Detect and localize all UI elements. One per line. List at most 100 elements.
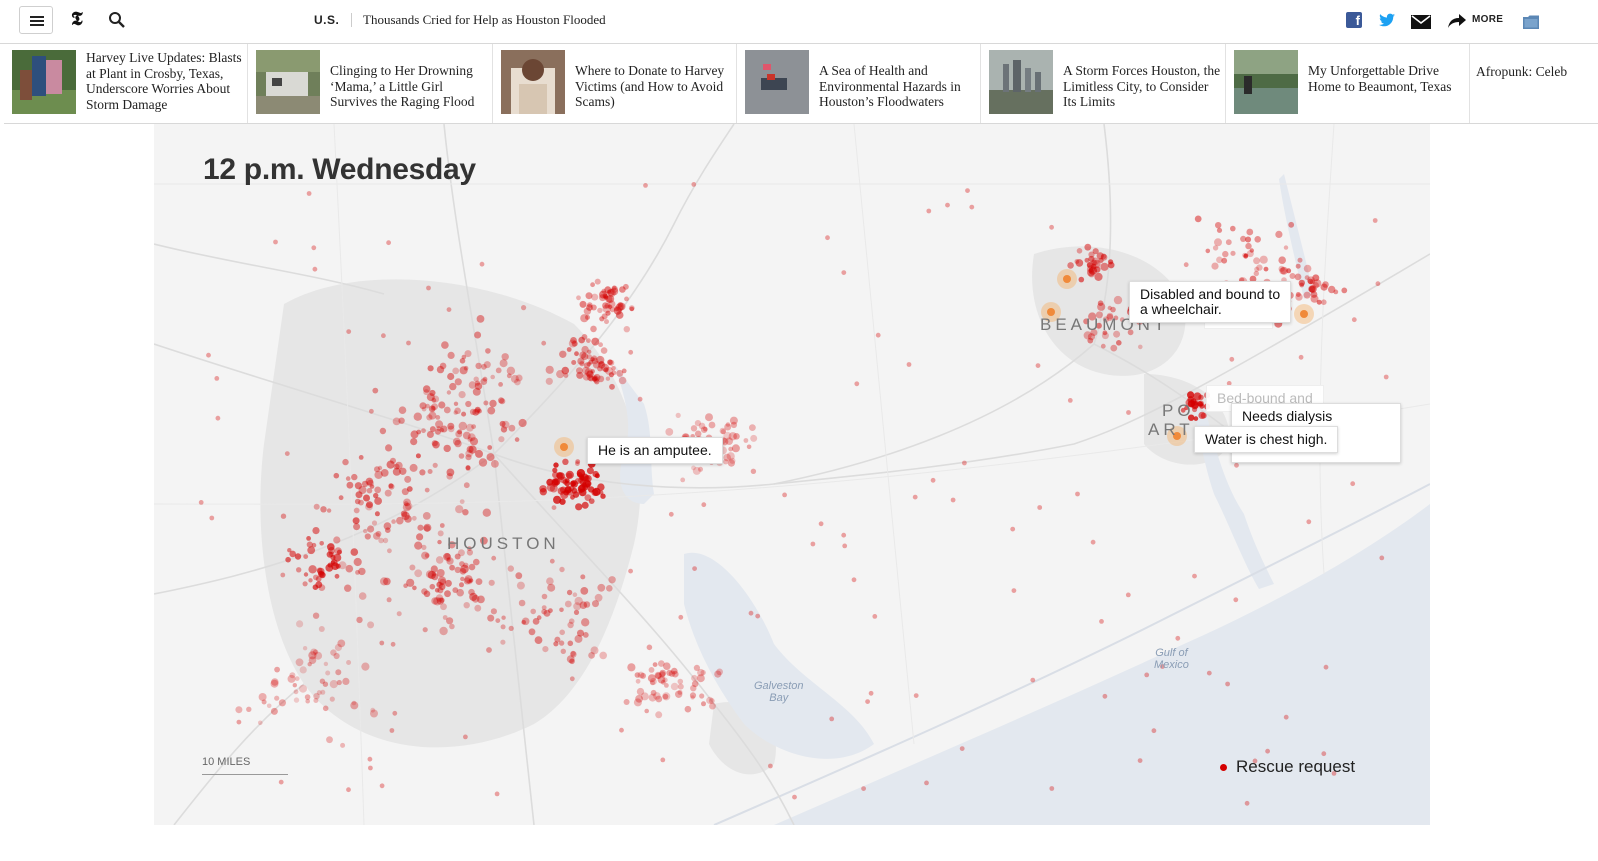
rescue-point[interactable] [615, 311, 624, 319]
rescue-point[interactable] [680, 477, 686, 483]
rescue-point[interactable] [459, 366, 468, 375]
rescue-point[interactable] [561, 366, 570, 375]
rescue-point[interactable] [584, 368, 593, 377]
rescue-point[interactable] [583, 362, 591, 369]
rescue-point[interactable] [587, 349, 592, 354]
rescue-point[interactable] [1184, 405, 1189, 411]
rescue-point[interactable] [1254, 266, 1260, 272]
rescue-point[interactable] [387, 548, 392, 554]
rescue-point[interactable] [635, 678, 641, 684]
rescue-point[interactable] [552, 471, 559, 479]
rescue-point[interactable] [655, 695, 663, 703]
rescue-point[interactable] [423, 389, 430, 396]
rescue-point[interactable] [466, 549, 473, 556]
rescue-point[interactable] [1212, 245, 1219, 251]
rescue-point[interactable] [594, 593, 603, 602]
rescue-point[interactable] [662, 677, 668, 683]
rescue-point[interactable] [287, 674, 296, 683]
rescue-point[interactable] [1086, 262, 1092, 268]
rescue-point[interactable] [583, 307, 592, 315]
rescue-point[interactable] [460, 564, 469, 574]
rescue-point[interactable] [1193, 392, 1202, 401]
rescue-point[interactable] [875, 332, 881, 338]
rescue-point[interactable] [1067, 262, 1074, 269]
rescue-point[interactable] [1193, 416, 1199, 421]
rescue-point[interactable] [363, 494, 370, 502]
rescue-point[interactable] [618, 302, 626, 311]
rescue-point[interactable] [604, 302, 611, 309]
rescue-point[interactable] [644, 708, 649, 714]
rescue-point[interactable] [521, 620, 526, 625]
rescue-point[interactable] [1205, 248, 1211, 254]
rescue-point[interactable] [459, 582, 464, 588]
rescue-point[interactable] [327, 562, 333, 568]
rescue-point[interactable] [361, 480, 369, 488]
rescue-point[interactable] [615, 303, 624, 312]
rescue-point[interactable] [313, 503, 320, 510]
rescue-point[interactable] [353, 523, 361, 531]
rescue-point[interactable] [395, 461, 403, 470]
rescue-point[interactable] [709, 702, 716, 710]
rescue-point[interactable] [691, 680, 699, 688]
rescue-point[interactable] [609, 383, 615, 390]
rescue-point[interactable] [1099, 619, 1104, 624]
rescue-point[interactable] [435, 594, 444, 602]
rescue-point[interactable] [430, 406, 436, 411]
rescue-point[interactable] [549, 558, 555, 564]
rescue-point[interactable] [865, 699, 870, 704]
rescue-point[interactable] [1087, 333, 1096, 341]
rescue-point[interactable] [1309, 279, 1315, 285]
rescue-point[interactable] [423, 525, 431, 532]
rescue-point[interactable] [926, 208, 932, 214]
rescue-point[interactable] [489, 399, 497, 408]
rescue-point[interactable] [602, 304, 611, 313]
rescue-point[interactable] [716, 668, 723, 676]
rescue-point[interactable] [312, 612, 320, 619]
rescue-point[interactable] [465, 465, 471, 471]
rescue-point[interactable] [436, 365, 445, 374]
rescue-point[interactable] [597, 583, 606, 592]
rescue-point[interactable] [652, 662, 658, 667]
rescue-point[interactable] [623, 326, 630, 333]
rescue-point[interactable] [370, 709, 378, 718]
rescue-point[interactable] [401, 488, 409, 496]
rescue-point[interactable] [440, 425, 448, 433]
rescue-point[interactable] [488, 579, 495, 586]
rescue-point[interactable] [592, 360, 601, 369]
rescue-point[interactable] [568, 618, 575, 624]
rescue-point[interactable] [1075, 491, 1080, 497]
rescue-point[interactable] [1221, 257, 1228, 264]
rescue-point[interactable] [446, 307, 452, 312]
rescue-point[interactable] [585, 314, 590, 320]
rescue-point[interactable] [1225, 239, 1232, 246]
rescue-point[interactable] [599, 316, 605, 322]
rescue-point[interactable] [1252, 758, 1258, 764]
rescue-point[interactable] [603, 367, 609, 373]
rescue-point[interactable] [424, 553, 430, 558]
rescue-point[interactable] [463, 602, 470, 609]
rescue-point[interactable] [498, 397, 505, 404]
rescue-point[interactable] [431, 397, 437, 403]
rescue-point[interactable] [604, 319, 609, 325]
rescue-point[interactable] [1067, 398, 1073, 403]
rescue-point[interactable] [586, 338, 591, 343]
rescue-point[interactable] [322, 705, 329, 712]
rescue-point[interactable] [606, 289, 612, 295]
rescue-point[interactable] [379, 427, 387, 435]
rescue-point[interactable] [514, 437, 520, 442]
rescue-point[interactable] [1100, 343, 1106, 349]
rescue-point[interactable] [603, 293, 609, 299]
rescue-point[interactable] [1278, 265, 1285, 272]
rescue-point[interactable] [567, 621, 574, 629]
rescue-point[interactable] [1379, 555, 1385, 561]
rescue-point[interactable] [388, 483, 395, 490]
related-story[interactable]: A Storm Forces Houston, the Limitless Ci… [981, 44, 1226, 123]
rescue-point[interactable] [423, 590, 431, 598]
rescue-point[interactable] [390, 641, 396, 647]
rescue-point[interactable] [696, 674, 705, 683]
rescue-point[interactable] [1084, 257, 1090, 263]
rescue-point[interactable] [601, 313, 608, 320]
rescue-point[interactable] [419, 402, 427, 410]
rescue-point[interactable] [432, 395, 440, 403]
rescue-point[interactable] [411, 515, 417, 521]
